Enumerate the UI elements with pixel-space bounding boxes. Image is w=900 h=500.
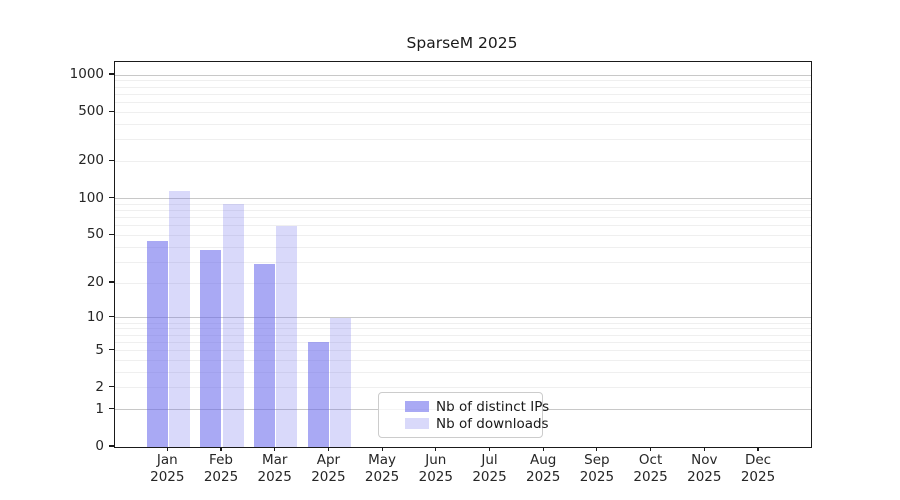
bar-distinct-ips-apr	[307, 342, 329, 447]
bar-distinct-ips-mar	[253, 263, 276, 447]
y-tick-label: 0	[95, 438, 104, 454]
x-tick-mark	[650, 447, 652, 451]
x-tick-mark	[757, 447, 759, 451]
grid-line	[115, 216, 811, 218]
y-tick-label: 5	[95, 341, 104, 358]
legend-label-distinct-ips: Nb of distinct IPs	[436, 398, 550, 415]
bar-downloads-apr	[330, 317, 352, 447]
x-tick-label: May 2025	[364, 452, 400, 485]
y-tick-mark	[109, 73, 114, 75]
y-tick-mark	[109, 196, 114, 199]
legend-item-downloads: Nb of downloads	[405, 415, 549, 432]
x-tick-label: Nov 2025	[687, 452, 722, 485]
y-tick-mark	[109, 281, 114, 283]
y-tick-mark	[109, 386, 114, 388]
grid-line	[115, 86, 811, 88]
y-tick-mark	[109, 348, 114, 351]
bar-distinct-ips-jan	[146, 240, 168, 447]
legend-swatch-distinct-ips-icon	[405, 401, 429, 412]
y-tick-label: 100	[78, 189, 104, 206]
x-tick-mark	[596, 447, 598, 451]
y-tick-label: 2	[95, 378, 104, 395]
grid-line	[115, 317, 811, 319]
grid-line	[115, 225, 811, 227]
x-tick-mark	[703, 447, 705, 451]
grid-line	[115, 371, 811, 373]
grid-line	[115, 101, 811, 103]
grid-line	[115, 261, 811, 263]
bar-downloads-feb	[222, 204, 244, 447]
x-tick-label: Feb 2025	[203, 452, 239, 485]
legend-swatch-downloads-icon	[405, 418, 429, 429]
x-tick-label: Aug 2025	[526, 452, 561, 485]
grid-line	[115, 123, 811, 125]
x-tick-label: Sep 2025	[579, 452, 615, 485]
legend-label-downloads: Nb of downloads	[436, 415, 549, 432]
grid-line	[115, 234, 811, 236]
bar-downloads-jan	[168, 191, 191, 447]
grid-line	[115, 139, 811, 141]
y-tick-mark	[109, 408, 114, 410]
grid-line	[115, 387, 811, 389]
grid-line	[115, 209, 811, 211]
grid-line	[115, 322, 811, 324]
y-tick-mark	[109, 445, 114, 447]
chart-title: SparseM 2025	[406, 34, 518, 52]
y-tick-label: 10	[86, 308, 104, 325]
y-tick-label: 200	[78, 152, 104, 169]
y-tick-label: 1000	[69, 66, 104, 82]
y-tick-mark	[109, 110, 114, 112]
y-tick-mark	[109, 233, 114, 235]
x-tick-mark	[488, 447, 491, 451]
x-tick-mark	[274, 447, 276, 451]
y-tick-label: 20	[86, 274, 104, 291]
x-tick-mark	[435, 447, 437, 451]
grid-line	[115, 160, 811, 162]
x-tick-mark	[327, 447, 329, 451]
x-tick-label: Jun 2025	[418, 452, 453, 485]
grid-line	[115, 111, 811, 113]
legend-item-distinct-ips: Nb of distinct IPs	[405, 398, 549, 415]
grid-line	[115, 350, 811, 352]
x-tick-mark	[166, 447, 168, 451]
x-tick-label: Mar 2025	[257, 452, 292, 485]
grid-line	[115, 334, 811, 336]
grid-line	[115, 80, 811, 82]
y-tick-label: 1	[95, 400, 104, 417]
y-tick-mark	[109, 159, 114, 162]
grid-line	[115, 203, 811, 205]
plot-area	[114, 61, 812, 448]
x-tick-mark	[220, 447, 222, 451]
x-tick-label: Jul 2025	[472, 452, 507, 485]
x-tick-label: Apr 2025	[311, 452, 346, 485]
grid-line	[115, 93, 811, 95]
x-tick-label: Oct 2025	[633, 452, 668, 485]
y-tick-label: 50	[86, 226, 104, 243]
legend: Nb of distinct IPs Nb of downloads	[378, 392, 549, 438]
grid-line	[115, 246, 811, 248]
x-tick-label: Jan 2025	[150, 452, 185, 485]
bar-distinct-ips-feb	[200, 249, 222, 447]
x-tick-mark	[381, 447, 383, 451]
y-tick-label: 500	[78, 103, 104, 120]
x-tick-mark	[542, 447, 544, 451]
grid-line	[115, 328, 811, 330]
grid-line	[115, 74, 811, 76]
bar-downloads-mar	[276, 225, 298, 447]
x-tick-label: Dec 2025	[740, 452, 776, 485]
grid-line	[115, 341, 811, 343]
grid-line	[115, 282, 811, 284]
y-tick-mark	[109, 316, 114, 318]
grid-line	[115, 359, 811, 361]
grid-line	[115, 198, 811, 199]
